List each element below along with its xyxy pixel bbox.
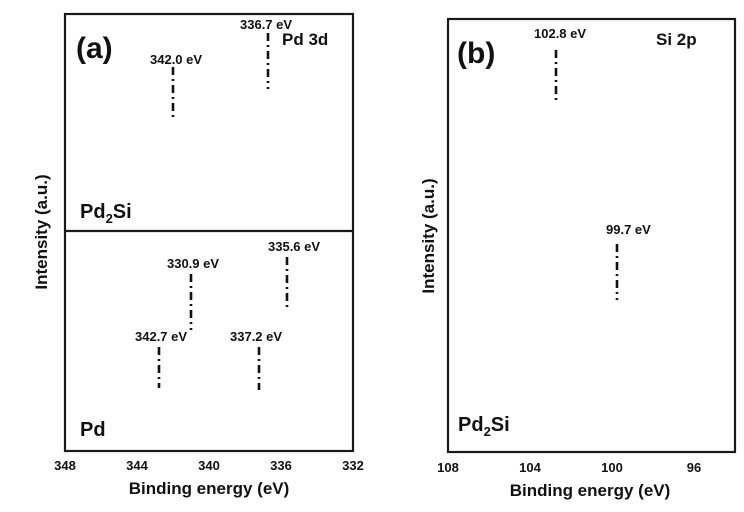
a-y-axis-label: Intensity (a.u.): [32, 174, 51, 289]
annotation-336-7: 336.7 eV: [240, 17, 292, 32]
a-x-axis-label: Binding energy (eV): [129, 479, 290, 498]
a-tick-label-332: 332: [342, 458, 364, 473]
panel-a: (a) Pd 3d Pd2Si Pd 342.0 eV 336.7 eV 330…: [32, 12, 364, 498]
annotation-102-8: 102.8 eV: [534, 26, 586, 41]
panel-b: (b) Si 2p Pd2Si 102.8 eV 99.7 eV 108 104…: [419, 17, 737, 500]
a-tick-label-340: 340: [198, 458, 220, 473]
annotation-342-0: 342.0 eV: [150, 52, 202, 67]
b-x-axis-label: Binding energy (eV): [510, 481, 671, 500]
panel-a-core-level: Pd 3d: [282, 30, 328, 49]
annotation-99-7: 99.7 eV: [606, 222, 651, 237]
b-sample-label: Pd2Si: [458, 414, 510, 439]
annotation-335-6: 335.6 eV: [268, 239, 320, 254]
panel-b-core-level: Si 2p: [656, 30, 697, 49]
panel-b-label: (b): [457, 37, 495, 70]
b-tick-label-96: 96: [687, 460, 701, 475]
annotation-330-9: 330.9 eV: [167, 256, 219, 271]
b-tick-label-108: 108: [437, 460, 459, 475]
a-tick-label-348: 348: [54, 458, 76, 473]
a-top-sample-label: Pd2Si: [80, 201, 132, 226]
annotation-337-2: 337.2 eV: [230, 329, 282, 344]
b-y-axis-label: Intensity (a.u.): [419, 178, 438, 293]
panel-a-frame: [63, 12, 355, 453]
panel-a-label: (a): [76, 32, 113, 65]
panel-b-frame: [446, 17, 737, 454]
a-tick-label-336: 336: [270, 458, 292, 473]
annotation-342-7: 342.7 eV: [135, 329, 187, 344]
b-tick-label-100: 100: [601, 460, 623, 475]
a-tick-label-344: 344: [126, 458, 148, 473]
b-tick-label-104: 104: [519, 460, 541, 475]
a-bottom-sample-label: Pd: [80, 419, 106, 441]
